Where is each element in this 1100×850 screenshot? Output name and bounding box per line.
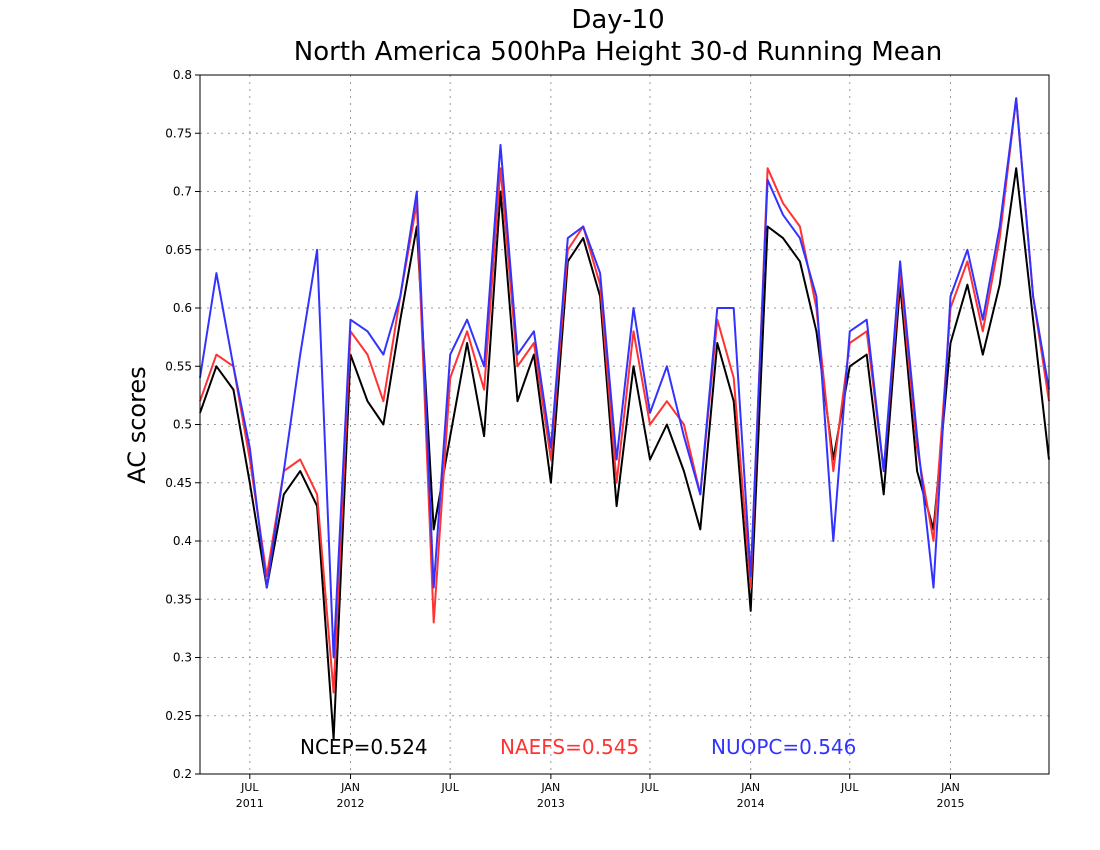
chart-subtitle: North America 500hPa Height 30-d Running… — [294, 37, 942, 67]
x-tick-label-year: 2013 — [537, 797, 565, 810]
y-tick-label: 0.55 — [165, 359, 192, 373]
y-tick-label: 0.35 — [165, 592, 192, 606]
chart-title: Day-10 — [571, 5, 664, 35]
y-tick-label: 0.2 — [173, 767, 192, 781]
series-line-naefs — [199, 97, 1050, 694]
grid — [200, 75, 1049, 774]
y-tick-label: 0.6 — [173, 301, 192, 315]
x-tick-label-month: JAN — [740, 781, 760, 794]
y-tick-label: 0.5 — [173, 418, 192, 432]
legend-ncep: NCEP=0.524 — [300, 735, 428, 759]
y-tick-label: 0.45 — [165, 476, 192, 490]
x-tick-label-month: JAN — [540, 781, 560, 794]
x-tick-label-month: JAN — [340, 781, 360, 794]
legend-nuopc: NUOPC=0.546 — [711, 735, 856, 759]
legend: NCEP=0.524 NAEFS=0.545 NUOPC=0.546 — [300, 735, 856, 759]
y-tick-label: 0.65 — [165, 243, 192, 257]
x-tick-label-year: 2014 — [737, 797, 765, 810]
x-tick-label-month: JUL — [640, 781, 659, 794]
x-tick-label-year: 2015 — [936, 797, 964, 810]
x-axis: JUL 2011 JAN 2012 JUL JAN 2013 JUL JAN 2014 JUL JAN… — [236, 774, 964, 810]
series-line-nuopc — [199, 97, 1050, 659]
y-tick-label: 0.3 — [173, 651, 192, 665]
series-line-ncep — [199, 167, 1050, 740]
x-tick-label-month: JUL — [440, 781, 459, 794]
x-tick-label-month: JUL — [840, 781, 859, 794]
x-tick-label-month: JAN — [940, 781, 960, 794]
y-axis: 0.2 0.25 0.3 0.35 0.4 0.45 0.5 0.55 0.6 0.65 0.7 0.… — [165, 68, 200, 781]
legend-naefs: NAEFS=0.545 — [500, 735, 639, 759]
series-layer — [199, 97, 1050, 740]
y-tick-label: 0.75 — [165, 126, 192, 140]
x-tick-label-month: JUL — [240, 781, 259, 794]
y-tick-label: 0.8 — [173, 68, 192, 82]
y-tick-label: 0.25 — [165, 709, 192, 723]
y-axis-label: AC scores — [123, 366, 151, 483]
x-tick-label-year: 2012 — [337, 797, 365, 810]
x-tick-label-year: 2011 — [236, 797, 264, 810]
y-tick-label: 0.4 — [173, 534, 192, 548]
y-tick-label: 0.7 — [173, 185, 192, 199]
